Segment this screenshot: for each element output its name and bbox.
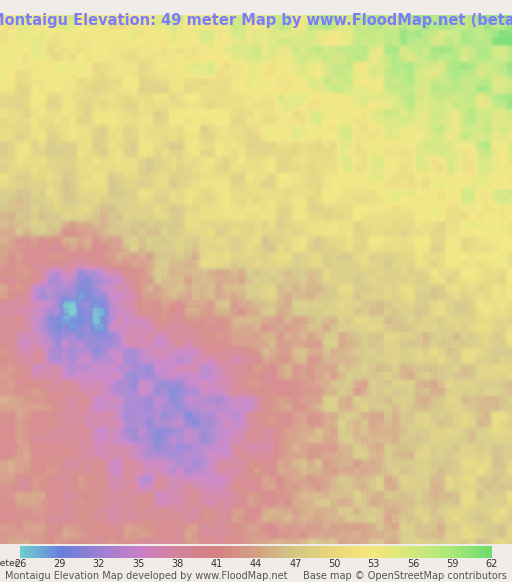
Text: 32: 32 [93,559,105,569]
Text: 53: 53 [368,559,380,569]
Text: Montaigu Elevation: 49 meter Map by www.FloodMap.net (beta): Montaigu Elevation: 49 meter Map by www.… [0,13,512,28]
Text: Montaigu Elevation Map developed by www.FloodMap.net: Montaigu Elevation Map developed by www.… [5,571,288,581]
Text: 47: 47 [289,559,302,569]
Text: 50: 50 [328,559,340,569]
Text: 56: 56 [407,559,419,569]
Text: 59: 59 [446,559,458,569]
Text: meter: meter [0,559,18,568]
Text: 41: 41 [210,559,223,569]
Text: 38: 38 [172,559,184,569]
Text: 62: 62 [485,559,498,569]
Text: 44: 44 [250,559,262,569]
Text: 35: 35 [132,559,144,569]
Text: 26: 26 [14,559,27,569]
Text: Base map © OpenStreetMap contributors: Base map © OpenStreetMap contributors [303,571,507,581]
Text: 29: 29 [54,559,66,569]
